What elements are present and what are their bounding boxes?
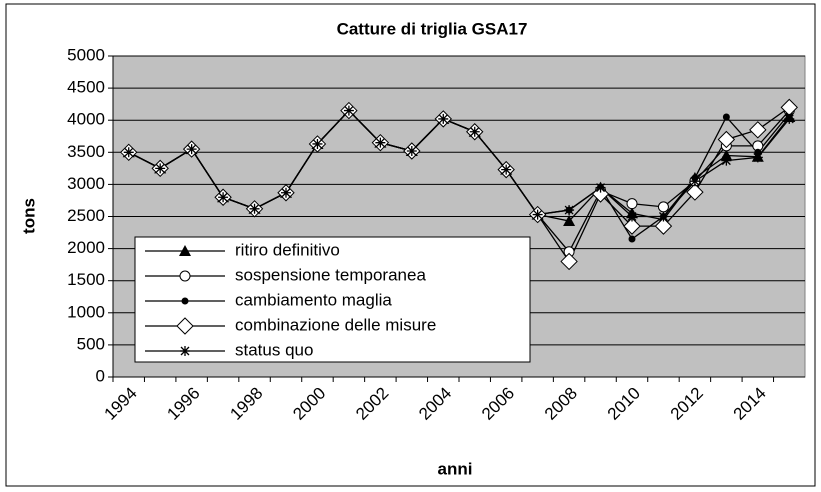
legend: ritiro definitivo sospensione temporanea c… bbox=[134, 236, 531, 363]
y-tick-label: 1000 bbox=[67, 302, 105, 321]
series-line bbox=[128, 109, 790, 218]
marker bbox=[249, 203, 260, 214]
y-tick-label: 3000 bbox=[67, 174, 105, 193]
marker bbox=[501, 164, 512, 175]
marker bbox=[564, 205, 575, 216]
marker bbox=[123, 147, 134, 158]
marker bbox=[186, 144, 197, 155]
marker bbox=[375, 137, 386, 148]
marker bbox=[657, 201, 669, 213]
marker bbox=[623, 217, 641, 235]
y-tick-label: 1500 bbox=[67, 270, 105, 289]
marker bbox=[312, 138, 323, 149]
marker bbox=[686, 183, 704, 201]
marker bbox=[749, 121, 767, 139]
marker bbox=[563, 214, 576, 226]
x-axis-label: anni bbox=[438, 459, 473, 478]
marker bbox=[181, 297, 189, 305]
marker bbox=[180, 346, 190, 356]
marker bbox=[689, 176, 700, 187]
marker bbox=[654, 217, 673, 235]
legend-box bbox=[134, 236, 531, 363]
marker bbox=[438, 113, 449, 124]
legend-label: sospensione temporanea bbox=[235, 265, 426, 284]
marker bbox=[658, 211, 669, 222]
marker bbox=[722, 113, 730, 121]
y-tick-label: 2000 bbox=[67, 238, 105, 257]
marker bbox=[628, 235, 636, 243]
chart-title: Catture di triglia GSA17 bbox=[337, 19, 528, 38]
marker bbox=[752, 152, 763, 163]
marker bbox=[155, 163, 166, 174]
legend-label: cambiamento maglia bbox=[235, 290, 392, 309]
marker bbox=[721, 155, 732, 166]
marker bbox=[595, 182, 606, 193]
marker bbox=[179, 245, 191, 256]
marker bbox=[560, 252, 578, 271]
marker bbox=[591, 185, 610, 203]
legend-label: status quo bbox=[235, 340, 313, 359]
y-tick-label: 4500 bbox=[67, 78, 105, 97]
marker bbox=[343, 105, 354, 116]
marker bbox=[176, 317, 194, 335]
marker bbox=[717, 130, 736, 149]
marker bbox=[784, 113, 795, 124]
marker bbox=[179, 270, 191, 282]
y-tick-label: 5000 bbox=[67, 45, 105, 64]
legend-label: combinazione delle misure bbox=[235, 315, 436, 334]
marker bbox=[532, 209, 543, 220]
y-tick-label: 0 bbox=[96, 366, 105, 385]
marker bbox=[406, 146, 417, 157]
marker bbox=[626, 198, 638, 210]
marker bbox=[469, 126, 480, 137]
legend-label: ritiro definitivo bbox=[235, 240, 340, 259]
marker bbox=[281, 187, 291, 198]
y-axis-label: tons bbox=[19, 198, 38, 234]
marker bbox=[627, 211, 637, 222]
y-tick-label: 3500 bbox=[67, 142, 105, 161]
marker bbox=[754, 148, 762, 156]
y-tick-label: 500 bbox=[77, 334, 105, 353]
marker bbox=[218, 192, 229, 203]
y-tick-label: 2500 bbox=[67, 206, 105, 225]
y-tick-label: 4000 bbox=[67, 110, 105, 129]
